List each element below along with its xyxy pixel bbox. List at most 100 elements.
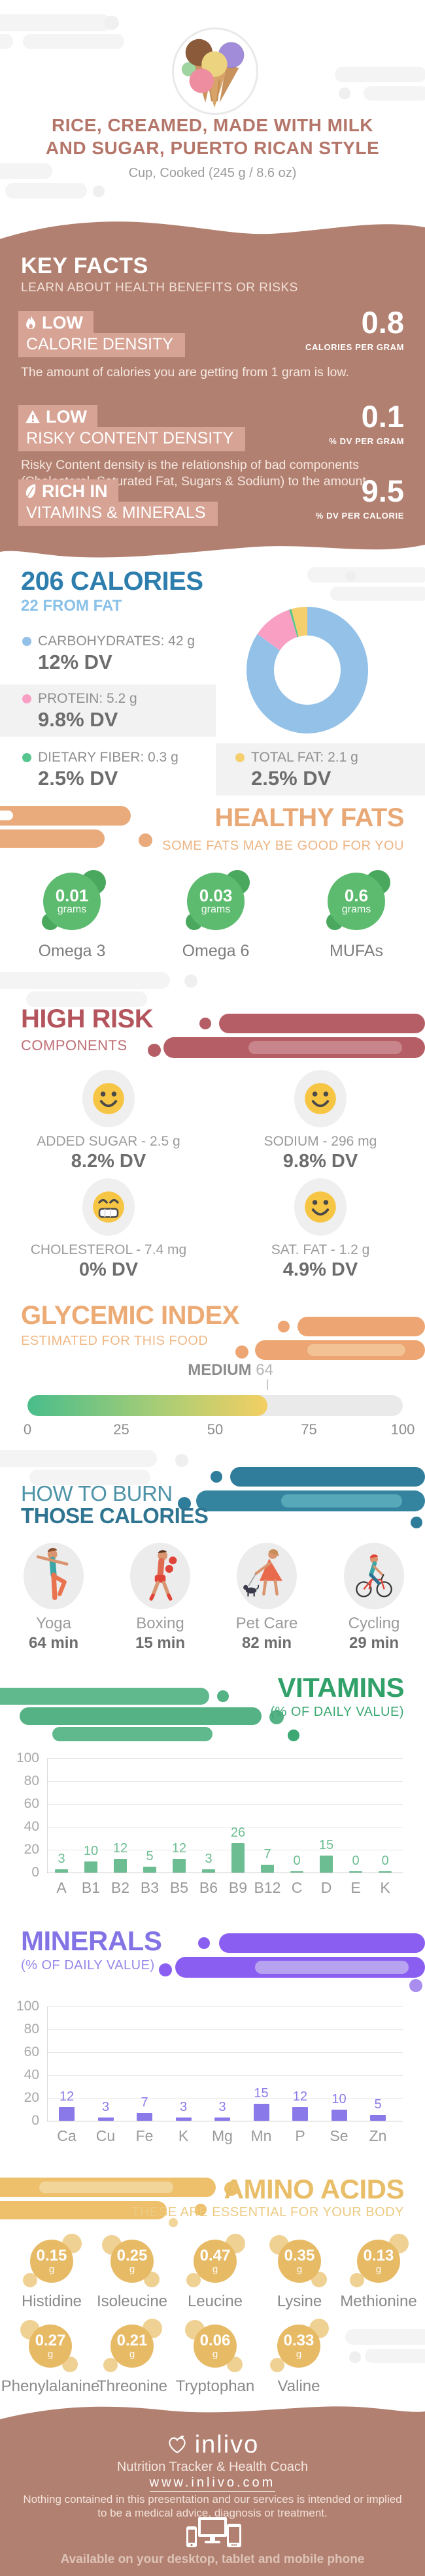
- amino-label: Histidine: [21, 2293, 82, 2310]
- donut-slice-carbohydrates: [246, 607, 368, 733]
- amino-subheading: THESE ARE ESSENTIAL FOR YOUR BODY: [131, 2205, 404, 2219]
- bar-value-label: 0: [352, 1854, 360, 1868]
- fat-label: Omega 6: [182, 942, 250, 960]
- activity-name: Boxing: [136, 1615, 184, 1632]
- grin-smiley-icon: [93, 1191, 124, 1223]
- y-axis-label: 100: [16, 1750, 39, 1765]
- amino-heading: AMINO ACIDS: [224, 2174, 405, 2204]
- donut-slice-dietary-fiber: [289, 609, 299, 637]
- legend-dv: 2.5% DV: [38, 767, 118, 790]
- healthy-fats-heading: HEALTHY FATS: [214, 803, 404, 832]
- x-axis-label: Ca: [57, 2127, 76, 2144]
- glycemic-scale-label: 0: [23, 1421, 32, 1438]
- amino-unit: g: [129, 2348, 135, 2360]
- fact-calorie-density-unit: CALORIES PER GRAM: [305, 342, 404, 352]
- y-axis-label: 0: [31, 2113, 39, 2128]
- bar: [175, 2117, 192, 2121]
- brand-url[interactable]: www.inlivo.com: [0, 2475, 425, 2492]
- x-axis-label: A: [56, 1879, 67, 1896]
- donut-slice-total-fat: [291, 607, 307, 637]
- amino-label: Methionine: [340, 2293, 417, 2310]
- x-axis-label: P: [295, 2127, 305, 2144]
- macronutrient-donut-chart: [246, 607, 368, 733]
- yoga-icon: [36, 1548, 69, 1600]
- activity-name: Pet Care: [235, 1615, 298, 1632]
- y-axis-label: 80: [24, 2021, 39, 2037]
- amino-label: Threonine: [96, 2377, 168, 2395]
- activity-duration: 29 min: [348, 1634, 400, 1652]
- healthy-fats-subheading: SOME FATS MAY BE GOOD FOR YOU: [162, 839, 404, 853]
- fact-badge-label: LOW: [42, 312, 83, 332]
- x-axis-label: Se: [330, 2127, 348, 2144]
- bar: [320, 1855, 333, 1873]
- legend-dv: 2.5% DV: [251, 767, 332, 790]
- x-axis-label: Cu: [95, 2127, 116, 2144]
- donut-slice-protein: [257, 609, 298, 651]
- bar-value-label: 12: [112, 1841, 128, 1856]
- amino-unit: g: [47, 2348, 54, 2360]
- keyfacts-subheading: LEARN ABOUT HEALTH BENEFITS OR RISKS: [21, 281, 298, 295]
- activity-cycling: Cycling 29 min: [325, 1543, 423, 1652]
- boxing-icon: [149, 1550, 177, 1601]
- activity-yoga: Yoga 64 min: [5, 1543, 103, 1652]
- amino-label: Lysine: [277, 2293, 322, 2310]
- y-axis-line: [47, 2006, 48, 2121]
- amino-value: 0.15: [36, 2246, 67, 2264]
- x-axis-label: B6: [199, 1879, 218, 1896]
- bar: [59, 2107, 75, 2121]
- activity-duration: 64 min: [28, 1634, 79, 1652]
- bar: [173, 1859, 186, 1873]
- x-axis-label: Fe: [135, 2127, 154, 2144]
- x-axis-label: K: [380, 1879, 390, 1896]
- fact-rich-in-value: 9.5: [361, 474, 404, 508]
- fat-label: MUFAs: [330, 942, 383, 960]
- devices-icon: [186, 2517, 241, 2547]
- bar-value-label: 12: [59, 2089, 75, 2104]
- y-axis-label: 60: [24, 1796, 39, 1811]
- y-axis-label: 20: [24, 1842, 39, 1857]
- serving-size: Cup, Cooked (245 g / 8.6 oz): [128, 166, 297, 180]
- bar-value-label: 26: [230, 1825, 246, 1840]
- amino-label: Isoleucine: [96, 2293, 168, 2310]
- x-axis-label: Mg: [212, 2127, 233, 2144]
- fact-risky-density-name: RISKY CONTENT DENSITY: [18, 427, 246, 451]
- fact-rich-in-badge: RICH IN: [18, 479, 118, 503]
- cycling-icon: [356, 1554, 392, 1598]
- bar-value-label: 3: [218, 2099, 226, 2114]
- x-axis-label: Mn: [250, 2127, 272, 2144]
- activity-pet-care: Pet Care 82 min: [218, 1543, 316, 1652]
- amino-value: 0.25: [116, 2246, 148, 2264]
- fact-calorie-density-name: CALORIE DENSITY: [18, 333, 186, 357]
- bar-value-label: 5: [146, 1849, 154, 1864]
- bar: [331, 2109, 347, 2121]
- gridline: [47, 2075, 403, 2076]
- x-axis-label: D: [320, 1879, 332, 1896]
- bar-value-label: 5: [374, 2097, 382, 2112]
- activity-boxing: Boxing 15 min: [111, 1543, 209, 1652]
- flame-icon: [26, 315, 35, 329]
- legend-label: PROTEIN: 5.2 g: [38, 691, 137, 706]
- x-axis-label: B2: [110, 1879, 130, 1896]
- bar: [349, 1871, 362, 1873]
- smiley-icon: [305, 1083, 336, 1114]
- amino-value: 0.06: [199, 2331, 231, 2349]
- risk-dv: 0% DV: [78, 1259, 139, 1280]
- legend-item-total-fat: TOTAL FAT: 2.1 g 2.5% DV: [235, 750, 358, 790]
- legend-item-protein: PROTEIN: 5.2 g 9.8% DV: [22, 691, 137, 732]
- page-title-line1: RICE, CREAMED, MADE WITH MILK: [51, 115, 374, 135]
- glycemic-subheading: ESTIMATED FOR THIS FOOD: [21, 1334, 209, 1348]
- amino-value: 0.27: [35, 2331, 66, 2349]
- burn-heading-line1: HOW TO BURN: [21, 1481, 173, 1505]
- glycemic-scale-label: 75: [301, 1421, 317, 1438]
- bar: [290, 1871, 303, 1873]
- risk-item-sat-fat: SAT. FAT - 1.2 g 4.9% DV: [222, 1178, 418, 1281]
- glycemic-value: 64: [256, 1361, 273, 1379]
- gridline: [47, 1804, 403, 1805]
- glycemic-scale-label: 100: [390, 1421, 415, 1438]
- amino-unit: g: [212, 2348, 218, 2360]
- legend-dot: [22, 694, 31, 703]
- bar: [253, 2103, 269, 2121]
- pet-care-icon: [243, 1549, 282, 1597]
- gridline: [47, 2029, 403, 2030]
- calories-from-fat: 22 FROM FAT: [21, 597, 122, 615]
